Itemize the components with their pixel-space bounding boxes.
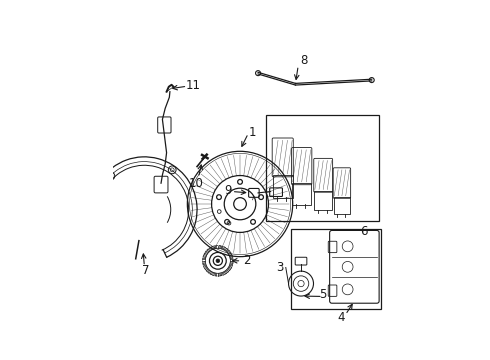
Text: 9: 9 [224, 184, 231, 197]
Text: 1: 1 [249, 126, 256, 139]
Text: 11: 11 [185, 79, 200, 92]
Text: 7: 7 [142, 264, 149, 277]
Text: 5: 5 [319, 288, 326, 301]
Text: 2: 2 [243, 254, 251, 267]
Text: 10: 10 [188, 177, 203, 190]
Text: 6: 6 [360, 225, 368, 238]
Text: 3: 3 [276, 261, 284, 274]
Text: 4: 4 [337, 311, 344, 324]
Text: 8: 8 [300, 54, 308, 67]
Circle shape [216, 259, 220, 263]
